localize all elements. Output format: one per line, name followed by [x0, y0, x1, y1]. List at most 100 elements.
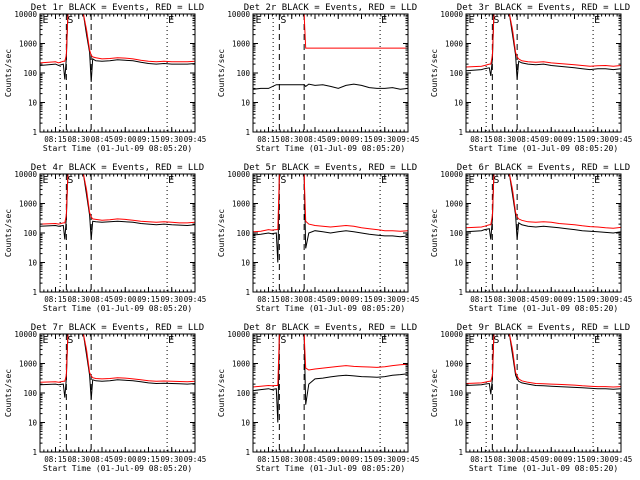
x-tick-label: 09:00 [327, 135, 350, 144]
x-tick-label: 09:30 [373, 135, 396, 144]
x-tick-label: 09:15 [350, 135, 373, 144]
y-tick-label: 10000 [14, 10, 37, 19]
chart-title: Det 9r BLACK = Events, RED = LLD [457, 323, 630, 333]
plot-frame [252, 13, 409, 133]
x-tick-label: 09:15 [137, 295, 160, 304]
x-tick-label: 08:15 [470, 455, 493, 464]
plot-frame [465, 13, 622, 133]
x-tick-label: 09:45 [397, 455, 420, 464]
series-line-events [466, 334, 621, 395]
marker-label-e: E [469, 335, 475, 346]
x-tick-label: 08:45 [91, 135, 114, 144]
x-tick-label: 08:30 [67, 455, 90, 464]
x-tick-label: 09:15 [137, 135, 160, 144]
y-tick-label: 1000 [232, 360, 251, 369]
y-axis-label: Counts/sec [430, 209, 439, 257]
chart-panel-5: Det 5r BLACK = Events, RED = LLD E S E 1 10 10… [217, 163, 419, 313]
marker-label-s: S [280, 175, 286, 186]
y-tick-label: 1000 [445, 200, 464, 209]
x-tick-label: 08:45 [517, 295, 540, 304]
x-tick-label: 09:45 [397, 295, 420, 304]
x-tick-label: 08:15 [470, 135, 493, 144]
y-tick-label: 10000 [227, 330, 250, 339]
y-tick-label: 1 [32, 288, 37, 297]
x-axis-label: Start Time (01-Jul-09 08:05:20) [43, 144, 192, 153]
y-tick-label: 100 [236, 69, 250, 78]
y-tick-label: 10 [241, 419, 251, 428]
y-tick-label: 10 [28, 99, 38, 108]
chart-title: Det 3r BLACK = Events, RED = LLD [457, 3, 630, 13]
x-tick-label: 09:15 [137, 455, 160, 464]
y-axis-label: Counts/sec [4, 369, 13, 417]
series-group [466, 14, 621, 80]
x-tick-label: 08:45 [517, 455, 540, 464]
marker-label-e: E [43, 175, 49, 186]
chart-panel-8: Det 8r BLACK = Events, RED = LLD E S E 1 10 10… [217, 323, 419, 473]
series-line-events [40, 14, 195, 82]
x-tick-label: 09:45 [184, 455, 207, 464]
y-tick-label: 1000 [19, 200, 38, 209]
x-tick-label: 09:00 [327, 455, 350, 464]
y-tick-label: 10000 [227, 10, 250, 19]
marker-label-s: S [280, 15, 286, 26]
y-tick-label: 1000 [19, 360, 38, 369]
y-tick-label: 100 [236, 229, 250, 238]
series-line-lld [466, 14, 621, 68]
marker-label-e: E [168, 175, 174, 186]
x-tick-label: 09:15 [350, 455, 373, 464]
marker-label-e: E [594, 15, 600, 26]
marker-label-s: S [67, 175, 73, 186]
series-line-lld [253, 334, 408, 388]
plot-frame [39, 173, 196, 293]
series-group [40, 174, 195, 240]
x-tick-label: 08:45 [304, 295, 327, 304]
series-group [253, 174, 408, 263]
marker-label-e: E [43, 335, 49, 346]
series-line-lld [466, 174, 621, 229]
x-tick-label: 09:30 [160, 295, 183, 304]
x-axis-label: Start Time (01-Jul-09 08:05:20) [469, 304, 618, 313]
series-line-events [40, 174, 195, 240]
y-tick-label: 100 [23, 69, 37, 78]
x-tick-label: 09:15 [563, 135, 586, 144]
plot-frame [465, 173, 622, 293]
series-line-lld [40, 334, 195, 383]
x-axis-label: Start Time (01-Jul-09 08:05:20) [469, 144, 618, 153]
y-tick-label: 10000 [440, 330, 463, 339]
y-tick-label: 1000 [232, 40, 251, 49]
x-tick-label: 08:15 [44, 135, 67, 144]
y-axis-label: Counts/sec [4, 209, 13, 257]
y-axis-label: Counts/sec [430, 49, 439, 97]
y-tick-label: 10000 [14, 170, 37, 179]
marker-label-e: E [168, 335, 174, 346]
chart-title: Det 2r BLACK = Events, RED = LLD [244, 3, 417, 13]
y-axis-label: Counts/sec [430, 369, 439, 417]
x-tick-label: 08:15 [470, 295, 493, 304]
x-tick-label: 09:00 [540, 295, 563, 304]
x-tick-label: 08:15 [257, 135, 280, 144]
marker-label-s: S [493, 335, 499, 346]
marker-label-e: E [594, 335, 600, 346]
y-axis-label: Counts/sec [217, 209, 226, 257]
y-tick-label: 10000 [440, 170, 463, 179]
y-tick-label: 10 [28, 259, 38, 268]
series-line-lld [466, 334, 621, 388]
series-group [466, 334, 621, 395]
y-tick-label: 10000 [227, 170, 250, 179]
marker-label-e: E [168, 15, 174, 26]
marker-label-e: E [381, 15, 387, 26]
x-axis-label: Start Time (01-Jul-09 08:05:20) [43, 464, 192, 473]
chart-title: Det 1r BLACK = Events, RED = LLD [31, 3, 204, 13]
series-group [40, 334, 195, 400]
y-tick-label: 1 [458, 288, 463, 297]
y-tick-label: 1000 [19, 40, 38, 49]
y-tick-label: 100 [449, 229, 463, 238]
y-tick-label: 1 [458, 128, 463, 137]
x-tick-label: 09:45 [610, 455, 633, 464]
chart-title: Det 8r BLACK = Events, RED = LLD [244, 323, 417, 333]
x-tick-label: 08:30 [280, 135, 303, 144]
series-group [40, 14, 195, 82]
plot-frame [39, 333, 196, 453]
x-tick-label: 08:30 [67, 135, 90, 144]
x-tick-label: 09:00 [114, 455, 137, 464]
